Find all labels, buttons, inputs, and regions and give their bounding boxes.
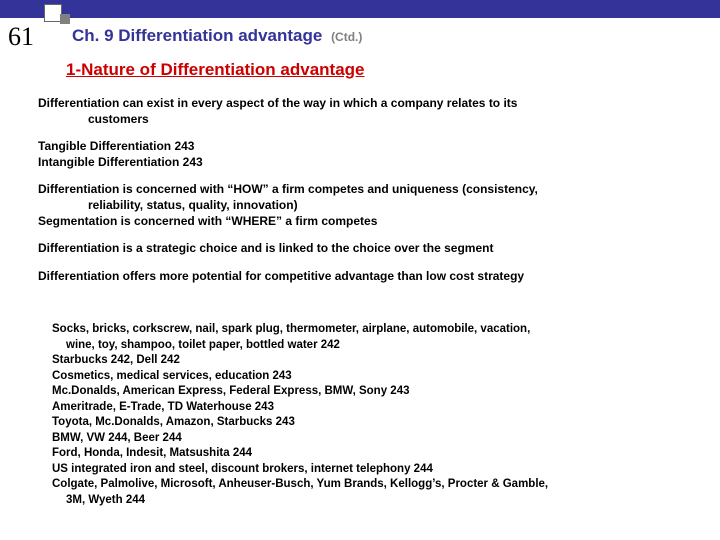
- ex2: Starbucks 242, Dell 242: [52, 353, 682, 369]
- continued-marker: (Ctd.): [331, 30, 362, 44]
- p2-line1: Tangible Differentiation 243: [38, 139, 194, 153]
- p3-line3: Segmentation is concerned with “WHERE” a…: [38, 214, 377, 228]
- paragraph-2: Tangible Differentiation 243 Intangible …: [38, 139, 688, 170]
- p1-line1: Differentiation can exist in every aspec…: [38, 96, 517, 110]
- ex6: Toyota, Mc.Donalds, Amazon, Starbucks 24…: [52, 415, 682, 431]
- ex8: Ford, Honda, Indesit, Matsushita 244: [52, 446, 682, 462]
- chapter-title-text: Ch. 9 Differentiation advantage: [72, 26, 322, 45]
- paragraph-4: Differentiation is a strategic choice an…: [38, 241, 688, 257]
- p2-line2: Intangible Differentiation 243: [38, 155, 203, 169]
- ex7: BMW, VW 244, Beer 244: [52, 431, 682, 447]
- ex9: US integrated iron and steel, discount b…: [52, 462, 682, 478]
- paragraph-1: Differentiation can exist in every aspec…: [38, 96, 688, 127]
- chapter-title: Ch. 9 Differentiation advantage (Ctd.): [72, 26, 362, 46]
- decorative-square-small: [60, 14, 70, 24]
- ex1a: Socks, bricks, corkscrew, nail, spark pl…: [52, 322, 682, 338]
- ex3: Cosmetics, medical services, education 2…: [52, 369, 682, 385]
- p3-line1: Differentiation is concerned with “HOW” …: [38, 182, 538, 196]
- ex10a: Colgate, Palmolive, Microsoft, Anheuser-…: [52, 477, 682, 493]
- p3-line2: reliability, status, quality, innovation…: [38, 198, 688, 214]
- ex4: Mc.Donalds, American Express, Federal Ex…: [52, 384, 682, 400]
- paragraph-5: Differentiation offers more potential fo…: [38, 269, 688, 285]
- body-content: Differentiation can exist in every aspec…: [38, 96, 688, 296]
- ex1b: wine, toy, shampoo, toilet paper, bottle…: [52, 338, 682, 354]
- examples-block: Socks, bricks, corkscrew, nail, spark pl…: [52, 322, 682, 508]
- p1-line2: customers: [38, 112, 688, 128]
- ex10b: 3M, Wyeth 244: [52, 493, 682, 509]
- paragraph-3: Differentiation is concerned with “HOW” …: [38, 182, 688, 229]
- header-bar: [0, 0, 720, 18]
- page-number: 61: [8, 22, 34, 52]
- section-title: 1-Nature of Differentiation advantage: [66, 60, 365, 80]
- ex5: Ameritrade, E-Trade, TD Waterhouse 243: [52, 400, 682, 416]
